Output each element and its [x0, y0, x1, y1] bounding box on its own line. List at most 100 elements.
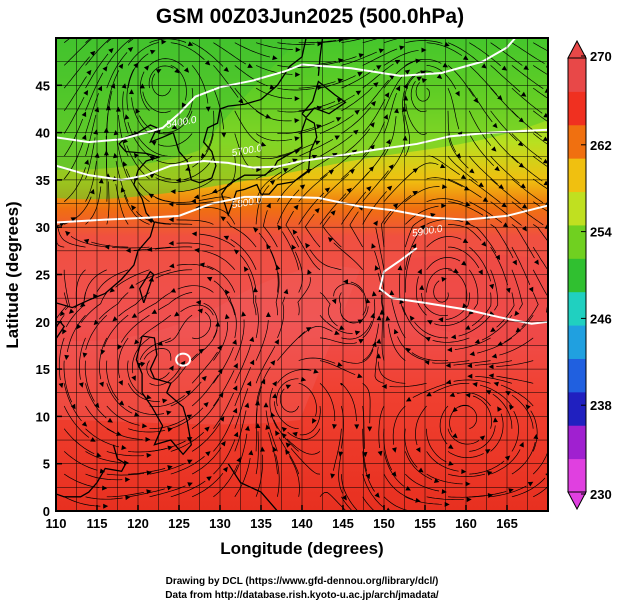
- streamline-arrow: [393, 328, 399, 335]
- streamline: [112, 246, 150, 249]
- streamline-arrow: [168, 365, 174, 371]
- streamline: [64, 473, 100, 489]
- streamline: [234, 410, 247, 452]
- streamline-arrow: [332, 423, 337, 430]
- streamline-arrow: [82, 352, 88, 358]
- streamline-arrow: [263, 402, 269, 408]
- streamline-arrow: [107, 417, 113, 423]
- streamline-arrow: [373, 82, 379, 88]
- streamline-arrow: [233, 431, 239, 438]
- streamline: [83, 269, 107, 301]
- streamline-arrow: [330, 473, 336, 479]
- streamline: [447, 87, 460, 130]
- streamline: [154, 221, 193, 225]
- streamline: [532, 87, 548, 99]
- streamline-arrow: [426, 391, 432, 397]
- streamline-arrow: [118, 380, 123, 386]
- streamline: [319, 75, 356, 89]
- streamline: [178, 88, 194, 126]
- streamline: [139, 314, 172, 339]
- streamline-arrow: [444, 501, 450, 507]
- streamline-arrow: [490, 327, 496, 332]
- streamline: [309, 249, 342, 271]
- streamline: [192, 133, 214, 168]
- streamline-arrow: [460, 174, 467, 180]
- streamline: [63, 405, 90, 438]
- streamline-arrow: [425, 336, 431, 342]
- streamline-arrow: [367, 426, 373, 432]
- streamline-arrow: [335, 117, 342, 122]
- streamline-arrow: [171, 124, 178, 130]
- streamline-arrow: [122, 161, 128, 167]
- streamline-arrow: [89, 50, 96, 57]
- streamline: [255, 386, 263, 429]
- streamline: [511, 224, 535, 259]
- streamline: [490, 156, 520, 184]
- streamline-arrow: [220, 440, 226, 447]
- streamline-arrow: [89, 188, 95, 195]
- streamline: [499, 337, 534, 356]
- streamline-arrow: [265, 311, 271, 317]
- streamline: [85, 405, 115, 433]
- streamline-arrow: [374, 492, 380, 498]
- streamline-arrow: [389, 290, 395, 296]
- streamline: [387, 323, 406, 361]
- streamline: [319, 114, 354, 134]
- streamline: [341, 106, 371, 134]
- streamline-arrow: [439, 163, 446, 169]
- streamline-arrow: [343, 279, 349, 285]
- streamline: [341, 383, 357, 422]
- streamline-arrow: [272, 55, 278, 61]
- streamline-arrow: [371, 291, 377, 297]
- streamline: [426, 473, 463, 485]
- streamline-arrow: [421, 47, 427, 53]
- streamline: [490, 87, 519, 118]
- streamline-arrow: [269, 84, 276, 90]
- colorbar-frame: [567, 57, 587, 493]
- streamline: [426, 177, 463, 188]
- streamline: [85, 451, 122, 463]
- streamline-arrow: [317, 41, 323, 47]
- streamline-arrow: [337, 78, 344, 84]
- streamline: [56, 314, 65, 330]
- streamline: [277, 127, 315, 135]
- streamline-arrow: [166, 410, 172, 416]
- streamline: [63, 428, 95, 455]
- streamline-arrow: [100, 349, 106, 355]
- streamline-arrow: [120, 187, 126, 193]
- streamline-arrow: [139, 83, 145, 89]
- streamline-arrow: [233, 362, 238, 369]
- streamline: [277, 143, 314, 157]
- streamline: [362, 48, 398, 66]
- streamline-arrow: [445, 362, 451, 368]
- streamline-arrow: [441, 489, 447, 494]
- streamline-arrow: [65, 230, 71, 237]
- streamline: [84, 360, 95, 402]
- streamline: [481, 314, 513, 341]
- streamline-arrow: [549, 429, 554, 434]
- streamline-arrow: [103, 127, 109, 133]
- streamline-arrow: [448, 444, 454, 449]
- streamline-arrow: [369, 122, 375, 128]
- x-axis-ticks: 110 115 120 125 130 135 140 145 150 155 160 165: [46, 505, 518, 531]
- streamline: [290, 448, 321, 475]
- streamline: [319, 134, 353, 157]
- streamline-arrow: [421, 78, 428, 84]
- streamline-arrow: [98, 178, 104, 184]
- streamline: [490, 133, 519, 163]
- streamline-arrow: [534, 259, 539, 266]
- streamline: [298, 81, 336, 89]
- streamline-arrow: [380, 30, 386, 36]
- streamline: [383, 451, 405, 487]
- warm-region-east: [400, 254, 548, 350]
- streamline: [389, 382, 427, 388]
- streamline-arrow: [515, 327, 521, 333]
- streamline: [445, 292, 470, 320]
- streamline: [213, 280, 236, 316]
- streamline-arrow: [462, 55, 469, 61]
- streamline-arrow: [505, 391, 511, 396]
- streamline: [63, 38, 93, 66]
- streamline: [85, 114, 97, 157]
- streamline-arrow: [377, 450, 383, 457]
